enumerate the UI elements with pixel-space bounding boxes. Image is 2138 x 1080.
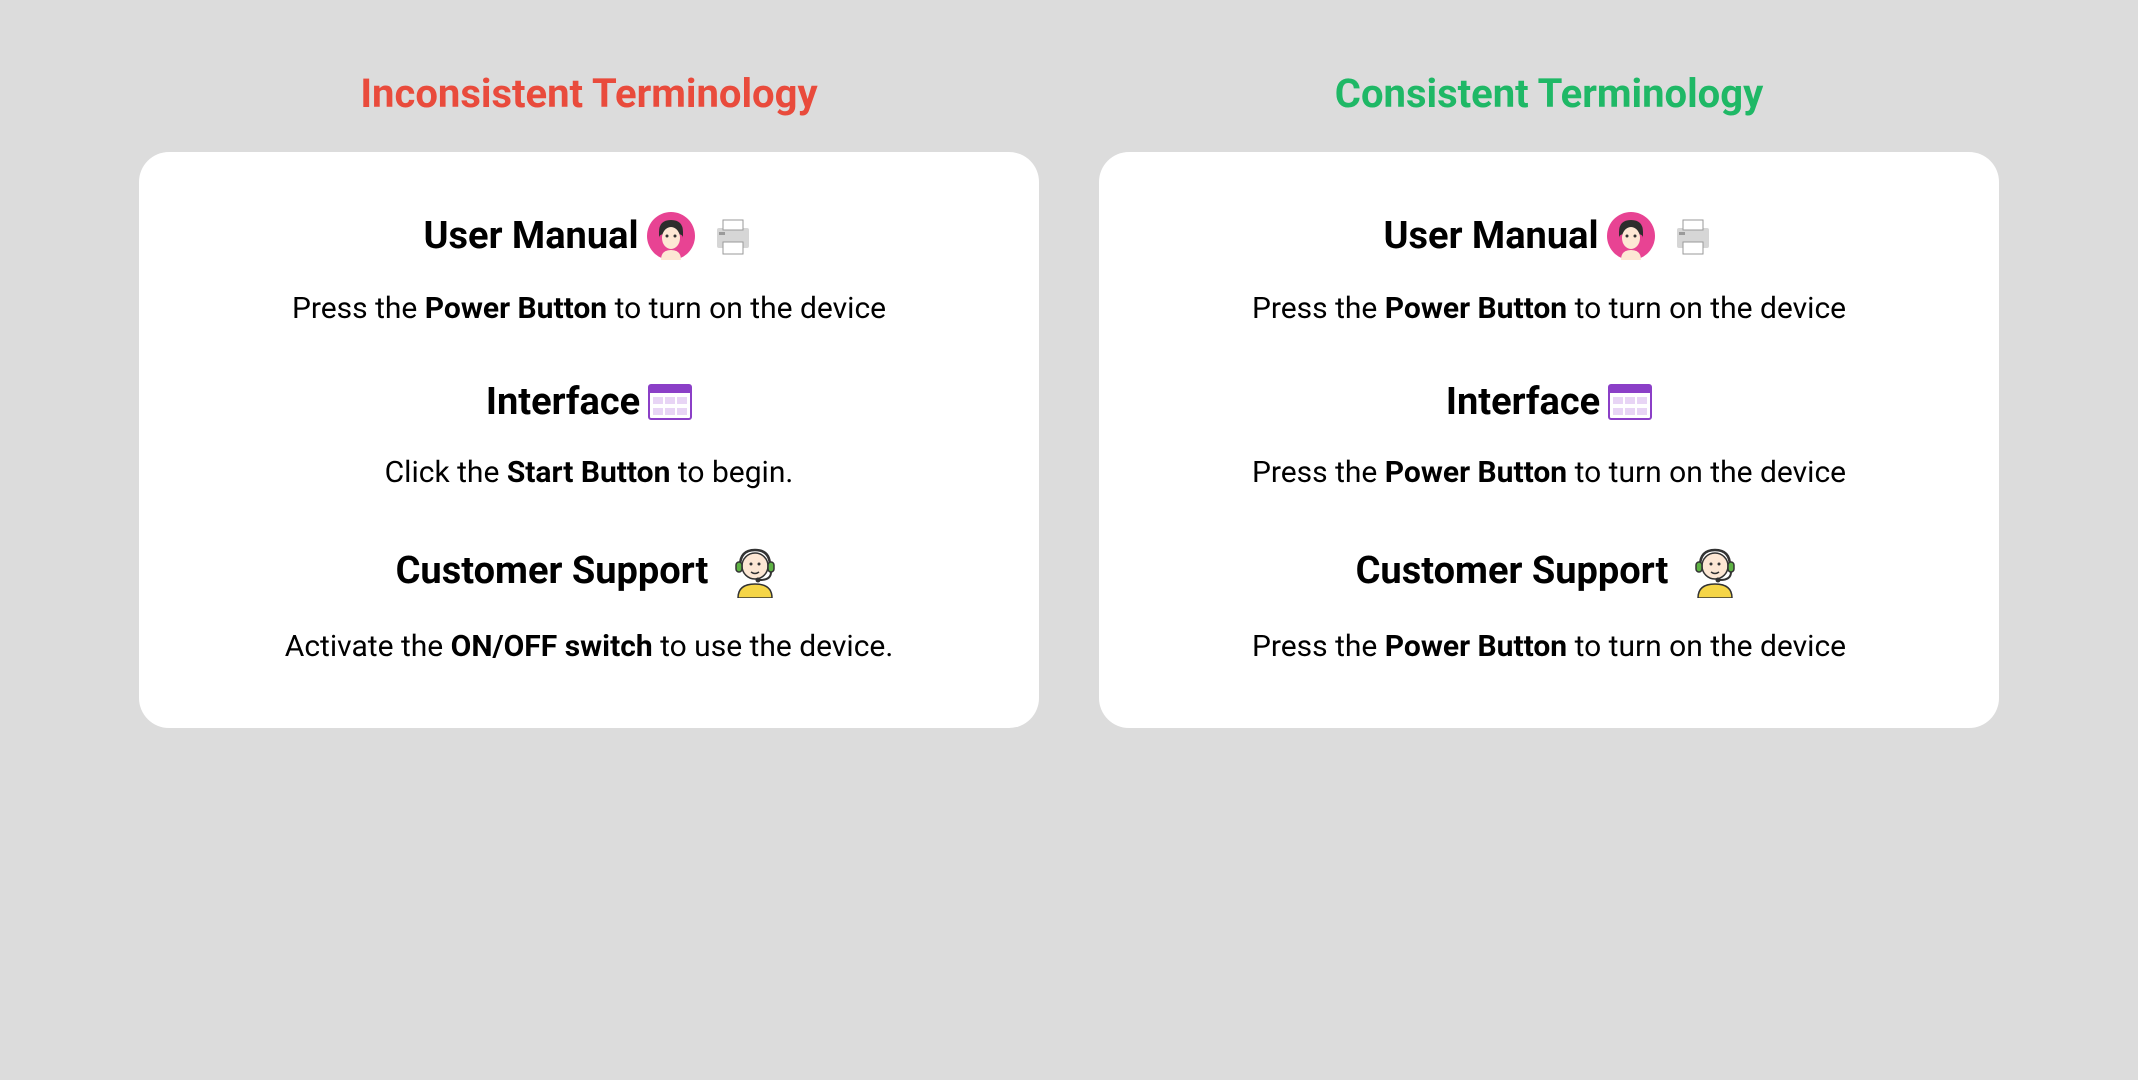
- interface-icon: [648, 384, 692, 420]
- right-section-text-2: Press the Power Button to turn on the de…: [1252, 626, 1846, 668]
- left-text-before-0: Press the: [292, 291, 425, 326]
- left-section-1: Interface Click the Start Button to begi…: [385, 380, 794, 494]
- right-text-before-1: Press the: [1252, 455, 1385, 490]
- avatar-icon: [1607, 212, 1655, 260]
- right-card: User Manual Press the Power Button to tu…: [1099, 152, 1999, 728]
- right-text-after-0: to turn on the device: [1567, 291, 1846, 326]
- right-text-after-2: to turn on the device: [1567, 629, 1846, 664]
- printer-icon: [711, 214, 755, 258]
- right-section-2: Customer Support Press the Power Button …: [1252, 544, 1846, 668]
- right-section-title-0: User Manual: [1383, 214, 1598, 258]
- right-section-header-2: Customer Support: [1356, 544, 1743, 598]
- printer-icon: [1671, 214, 1715, 258]
- right-text-bold-1: Power Button: [1385, 455, 1567, 490]
- left-text-after-1: to begin.: [670, 455, 793, 490]
- comparison-container: Inconsistent Terminology User Manual Pre…: [139, 70, 1999, 728]
- right-section-title-2: Customer Support: [1356, 549, 1669, 593]
- left-card: User Manual Press the Power Button to tu…: [139, 152, 1039, 728]
- left-section-text-0: Press the Power Button to turn on the de…: [292, 288, 886, 330]
- right-column: Consistent Terminology User Manual Press…: [1099, 70, 1999, 728]
- right-section-title-1: Interface: [1446, 380, 1600, 424]
- left-section-title-1: Interface: [486, 380, 640, 424]
- left-section-text-2: Activate the ON/OFF switch to use the de…: [285, 626, 893, 668]
- left-section-2: Customer Support Activate the ON/OFF swi…: [285, 544, 893, 668]
- left-section-0: User Manual Press the Power Button to tu…: [292, 212, 886, 330]
- right-section-1: Interface Press the Power Button to turn…: [1252, 380, 1846, 494]
- left-text-after-2: to use the device.: [653, 629, 894, 664]
- left-text-after-0: to turn on the device: [607, 291, 886, 326]
- left-text-before-1: Click the: [385, 455, 507, 490]
- right-section-0: User Manual Press the Power Button to tu…: [1252, 212, 1846, 330]
- right-text-after-1: to turn on the device: [1567, 455, 1846, 490]
- right-section-text-1: Press the Power Button to turn on the de…: [1252, 452, 1846, 494]
- right-section-text-0: Press the Power Button to turn on the de…: [1252, 288, 1846, 330]
- left-title: Inconsistent Terminology: [360, 70, 817, 117]
- right-section-header-1: Interface: [1446, 380, 1652, 424]
- right-text-bold-2: Power Button: [1385, 629, 1567, 664]
- right-text-before-2: Press the: [1252, 629, 1385, 664]
- right-section-header-0: User Manual: [1383, 212, 1714, 260]
- left-text-bold-1: Start Button: [507, 455, 671, 490]
- interface-icon: [1608, 384, 1652, 420]
- right-text-bold-0: Power Button: [1385, 291, 1567, 326]
- left-section-header-0: User Manual: [423, 212, 754, 260]
- support-icon: [728, 544, 782, 598]
- left-section-header-2: Customer Support: [396, 544, 783, 598]
- right-title: Consistent Terminology: [1335, 70, 1763, 117]
- left-section-header-1: Interface: [486, 380, 692, 424]
- left-text-bold-2: ON/OFF switch: [451, 629, 653, 664]
- left-section-text-1: Click the Start Button to begin.: [385, 452, 794, 494]
- right-text-before-0: Press the: [1252, 291, 1385, 326]
- left-text-before-2: Activate the: [285, 629, 451, 664]
- left-text-bold-0: Power Button: [425, 291, 607, 326]
- left-section-title-2: Customer Support: [396, 549, 709, 593]
- support-icon: [1688, 544, 1742, 598]
- left-column: Inconsistent Terminology User Manual Pre…: [139, 70, 1039, 728]
- avatar-icon: [647, 212, 695, 260]
- left-section-title-0: User Manual: [423, 214, 638, 258]
